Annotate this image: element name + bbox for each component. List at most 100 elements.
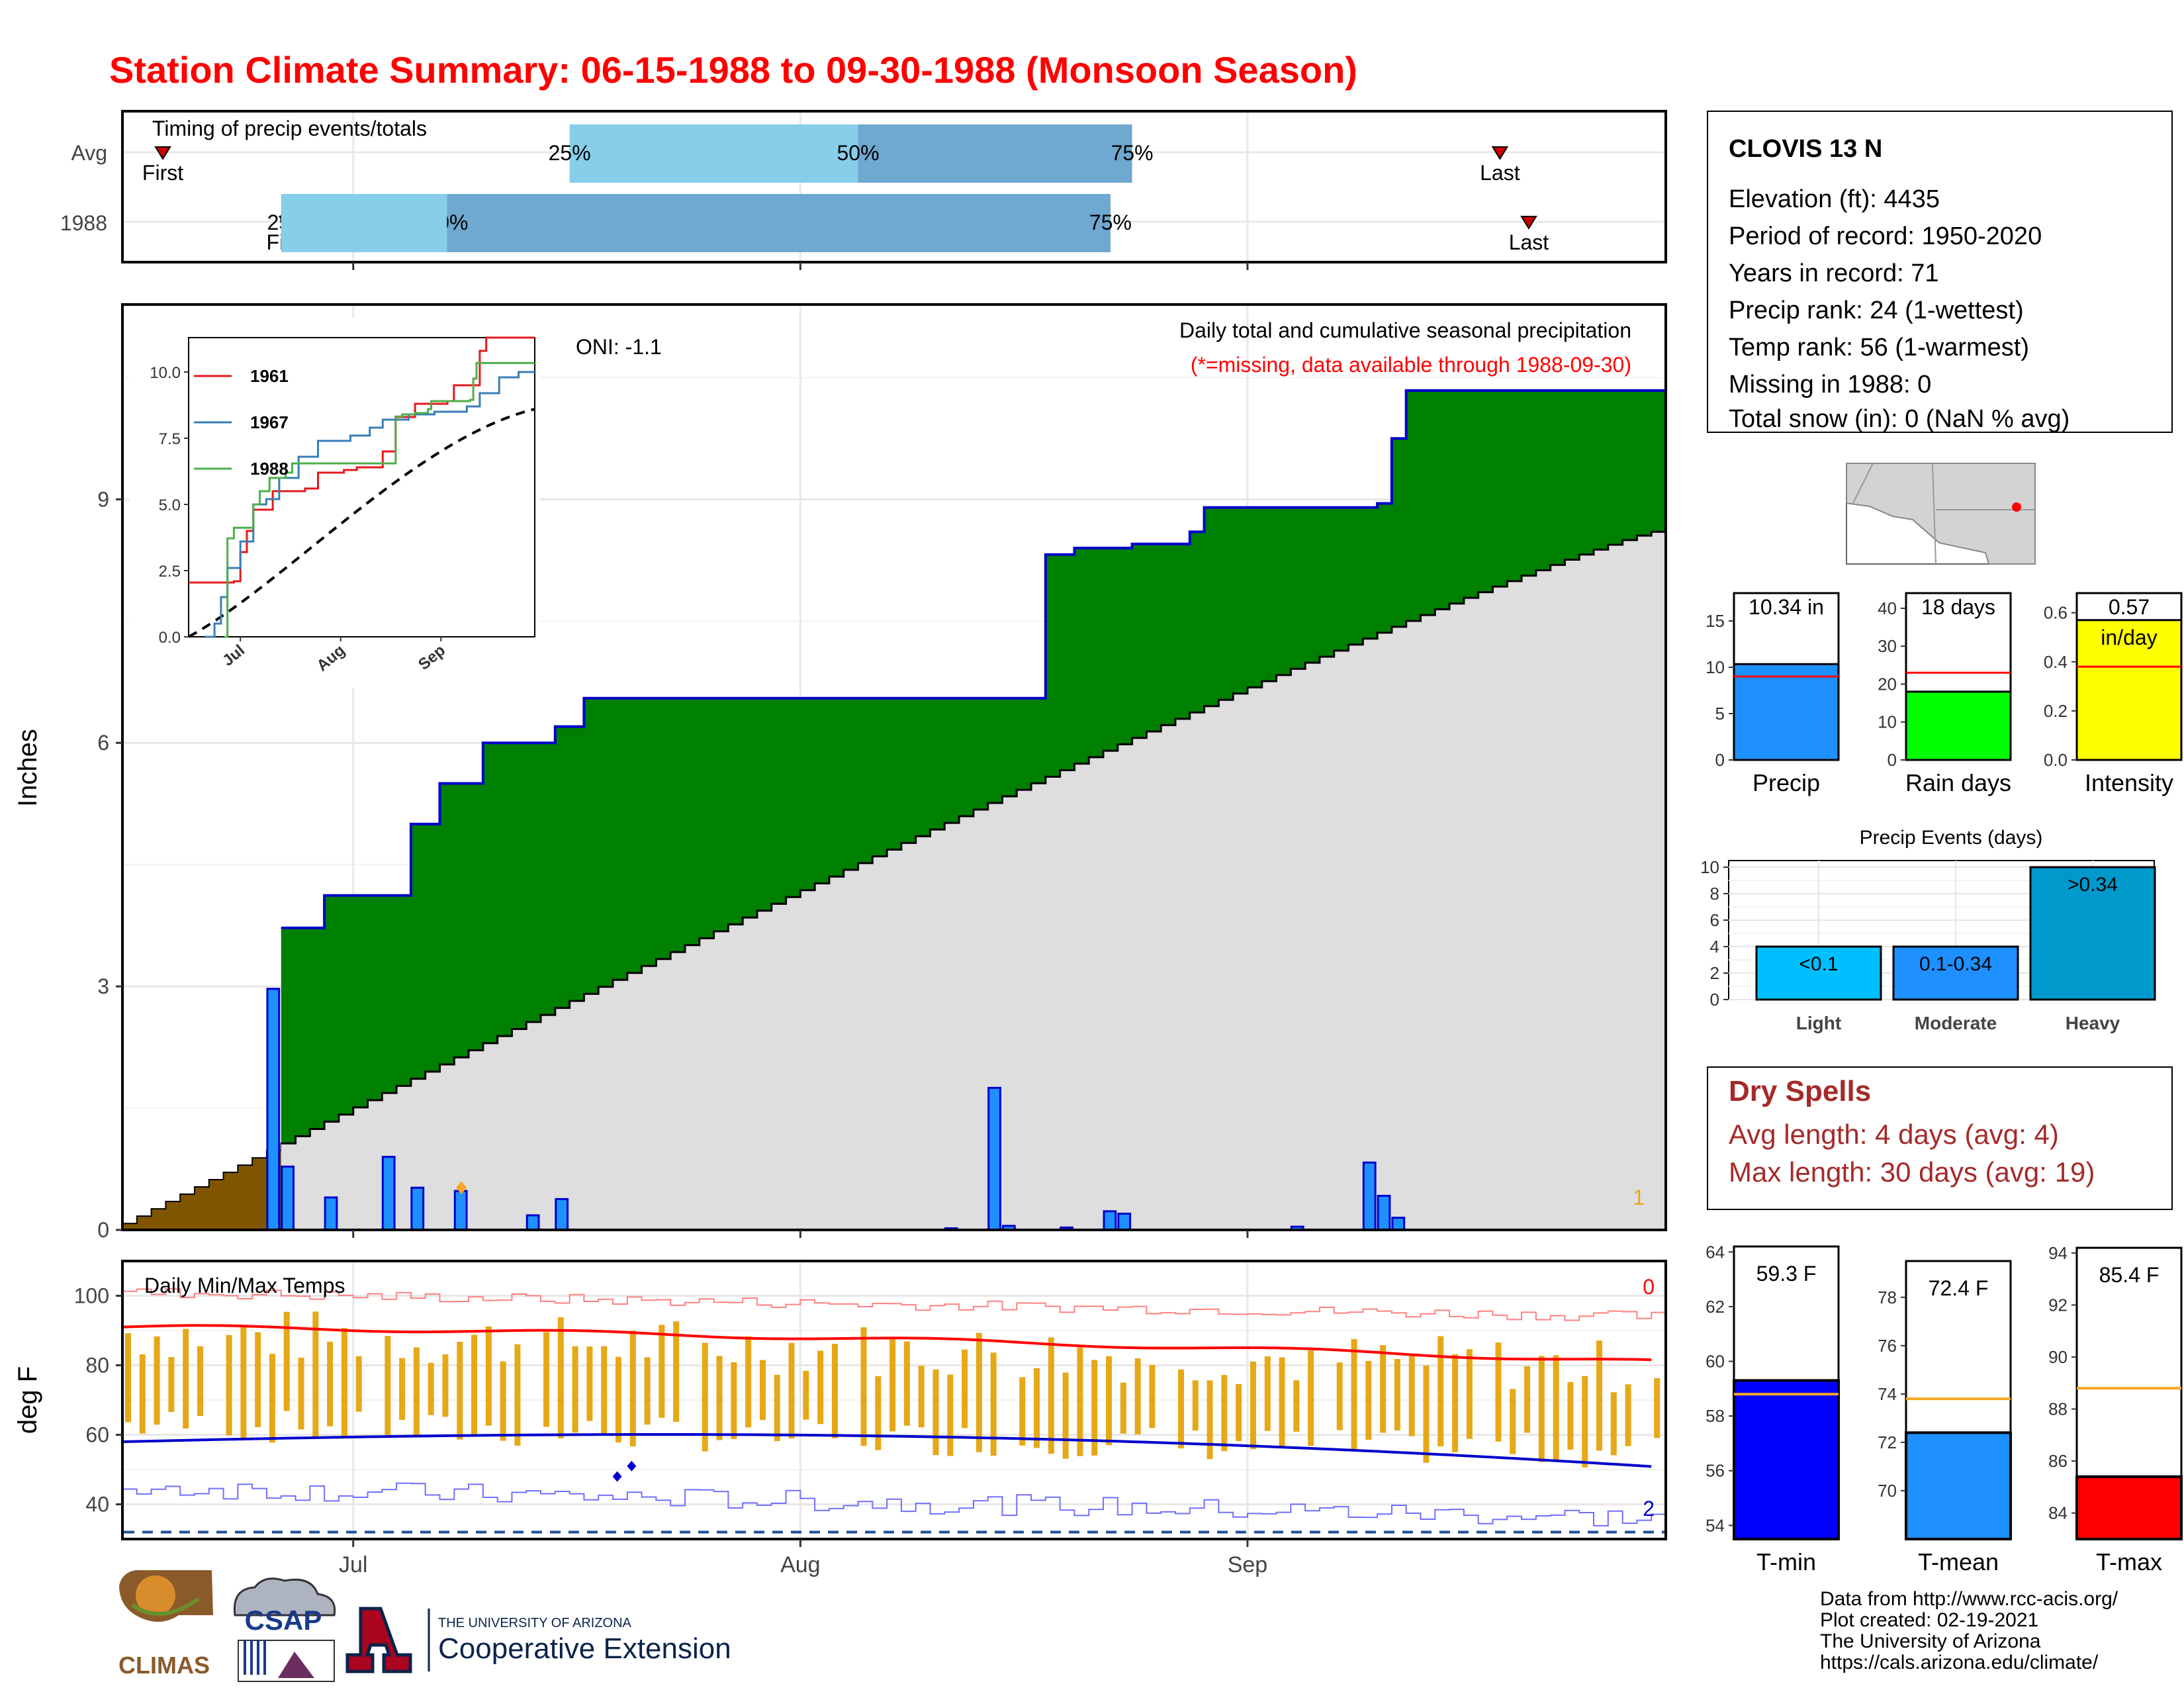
- daily-precip-bar: [1103, 1210, 1117, 1231]
- temp-stat-ytick-label: 94: [2048, 1243, 2068, 1263]
- station-precip-rank: Precip rank: 24 (1-wettest): [1729, 297, 2024, 324]
- temp-stat-xlabel: T-mean: [1918, 1548, 1999, 1575]
- precip-heading: Daily total and cumulative seasonal prec…: [1179, 318, 1631, 342]
- daily-temp-range-bar: [918, 1366, 925, 1428]
- precip-events-chart: Precip Events (days) <0.1 Light 0.1-0.34 Mo…: [1700, 827, 2156, 1033]
- station-period: Period of record: 1950-2020: [1729, 222, 2042, 250]
- daily-temp-range-bar: [1365, 1360, 1372, 1440]
- station-location-dot: [2012, 502, 2021, 512]
- temp-record-marker: [612, 1471, 622, 1482]
- timing-row-1988: 1988: [60, 211, 107, 235]
- month-axis: Jul Aug Sep: [339, 262, 1267, 1577]
- station-temp-rank: Temp rank: 56 (1-warmest): [1729, 334, 2029, 361]
- stats-ytick-label: 0: [1888, 750, 1897, 770]
- precip-note: (*=missing, data available through 1988-…: [1191, 353, 1631, 377]
- events-bar-heavy: [2029, 866, 2156, 1001]
- temp-stat-ytick-label: 62: [1706, 1297, 1725, 1317]
- daily-temp-range-bar: [1106, 1356, 1113, 1446]
- temp-stat-value: 85.4 F: [2099, 1263, 2160, 1287]
- inset-ytick-label: 0.0: [159, 629, 181, 647]
- daily-temp-range-bar: [485, 1326, 492, 1426]
- temp-stat-ytick-label: 64: [1706, 1242, 1725, 1262]
- daily-precip-bar: [410, 1186, 425, 1231]
- daily-temp-range-bar: [745, 1336, 752, 1428]
- daily-temp-range-bar: [327, 1341, 334, 1427]
- temp-record-marker: [627, 1460, 637, 1472]
- daily-temp-range-bar: [586, 1346, 593, 1421]
- daily-precip-bar: [324, 1196, 338, 1231]
- inset-line-1967: [205, 371, 535, 638]
- timing-avg-last-label: Last: [1480, 161, 1520, 185]
- temp-avg-max-line: [122, 1324, 1652, 1362]
- dry-spells-max: Max length: 30 days (avg: 19): [1729, 1156, 2095, 1188]
- locator-map: [1846, 463, 2036, 565]
- daily-precip-bar: [555, 1197, 569, 1231]
- daily-temp-range-bar: [1091, 1360, 1098, 1456]
- daily-temp-range-bar: [990, 1352, 997, 1456]
- stats-value-label: 18 days: [1921, 595, 1995, 619]
- daily-precip-bar: [1362, 1161, 1377, 1231]
- stats-xlabel: Intensity: [2085, 769, 2173, 796]
- precip-corner-count: 1: [1633, 1186, 1645, 1209]
- daily-temp-range-bar: [168, 1357, 175, 1413]
- daily-temp-range-bar: [1567, 1382, 1574, 1450]
- dry-spells-title: Dry Spells: [1729, 1075, 1871, 1107]
- daily-temp-range-bar: [471, 1335, 478, 1434]
- timing-1988-last-marker: [1520, 216, 1537, 230]
- precip-cumulative-line: [281, 389, 1666, 929]
- month-tick-label: Jul: [339, 1552, 367, 1577]
- daily-temp-range-bar: [759, 1360, 766, 1421]
- daily-temp-range-bar: [557, 1317, 564, 1438]
- daily-temp-range-bar: [1625, 1384, 1631, 1446]
- stats-ytick-label: 0.6: [2044, 603, 2068, 623]
- stats-value-label: 10.34 in: [1749, 595, 1824, 619]
- page-title: Station Climate Summary: 06-15-1988 to 0…: [109, 49, 1357, 91]
- temp-label: Daily Min/Max Temps: [144, 1274, 345, 1297]
- daily-temp-range-bar: [659, 1325, 665, 1418]
- timing-1988-last-label: Last: [1509, 230, 1549, 254]
- daily-temp-range-bar: [514, 1344, 521, 1446]
- daily-temp-range-bar: [1423, 1365, 1430, 1463]
- daily-temp-range-bar: [543, 1332, 550, 1427]
- daily-temp-range-bar: [1120, 1382, 1126, 1434]
- daily-temp-range-bar: [1019, 1377, 1026, 1446]
- inset-ytick-label: 10.0: [150, 364, 181, 382]
- temp-record-low-line: [122, 1482, 1666, 1526]
- temp-stat-ytick-label: 84: [2048, 1503, 2068, 1523]
- daily-marker-orange: [456, 1181, 467, 1195]
- events-bar-label: >0.34: [2068, 874, 2118, 896]
- timing-avg-p25-label: 25%: [549, 141, 591, 165]
- daily-temp-range-bar: [774, 1374, 780, 1441]
- daily-temp-range-bar: [341, 1328, 347, 1436]
- inset-ytick-label: 7.5: [159, 430, 181, 448]
- timing-avg-last-marker: [1491, 146, 1509, 160]
- daily-temp-range-bar: [283, 1311, 290, 1411]
- station-name: CLOVIS 13 N: [1729, 135, 1882, 163]
- daily-temp-range-bar: [1553, 1355, 1559, 1462]
- precip-ylabel: Inches: [13, 729, 42, 807]
- ua-logo: THE UNIVERSITY OF ARIZONA Cooperative Ex…: [345, 1607, 731, 1673]
- daily-temp-range-bar: [255, 1332, 261, 1427]
- events-ytick-label: 2: [1710, 963, 1719, 983]
- ua-logo-line1: THE UNIVERSITY OF ARIZONA: [438, 1616, 632, 1630]
- oni-text: ONI: -1.1: [576, 335, 662, 359]
- precip-ytick-label: 9: [97, 487, 109, 511]
- timing-avg-p50-label: 50%: [837, 141, 879, 165]
- temp-stat-ytick-label: 90: [2048, 1347, 2068, 1367]
- daily-temp-range-bar: [1134, 1358, 1141, 1434]
- temp-stat-bar-t-max: [2075, 1475, 2183, 1541]
- daily-temp-range-bar: [788, 1342, 795, 1439]
- events-bar-label: <0.1: [1799, 953, 1838, 975]
- daily-temp-range-bar: [702, 1342, 708, 1452]
- stats-value-label: 0.57: [2109, 595, 2150, 619]
- stats-ytick-label: 10: [1706, 657, 1725, 677]
- daily-temp-range-bar: [1408, 1354, 1415, 1436]
- timing-1988-p75-label: 75%: [1089, 211, 1132, 234]
- daily-temp-range-bar: [457, 1342, 463, 1440]
- events-ytick-label: 8: [1710, 884, 1719, 904]
- temp-count-top: 0: [1643, 1275, 1655, 1299]
- events-bar-light: [1755, 945, 1882, 1001]
- temp-ytick-label: 40: [85, 1493, 109, 1517]
- csap-logo-text: CSAP: [245, 1605, 322, 1636]
